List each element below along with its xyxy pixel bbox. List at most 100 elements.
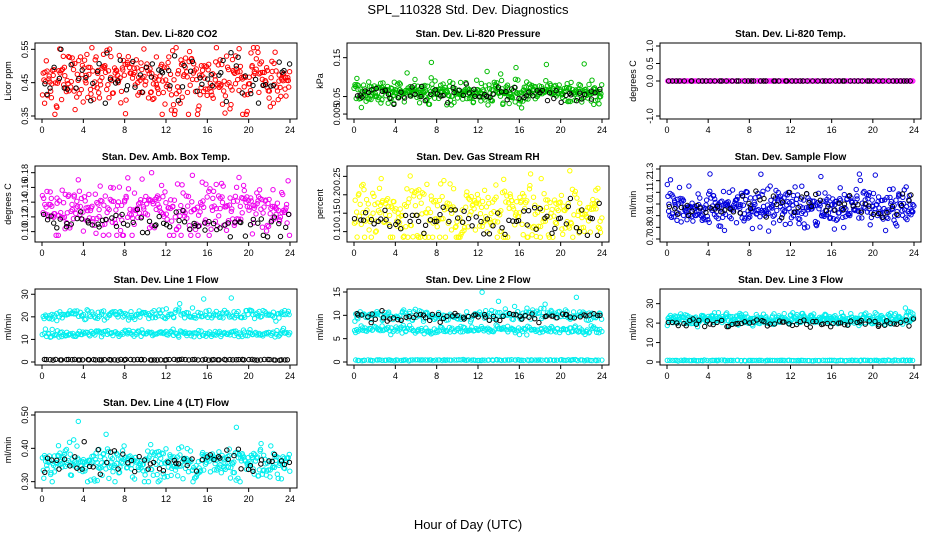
data-point [766, 210, 772, 217]
x-tick-label: 24 [285, 371, 295, 381]
data-point [61, 456, 68, 462]
data-point [893, 357, 899, 363]
data-point [283, 93, 289, 99]
data-point [876, 322, 882, 328]
data-point [220, 183, 226, 189]
data-point [356, 191, 362, 197]
data-point [49, 479, 55, 485]
data-point [499, 225, 505, 231]
data-point [254, 357, 260, 363]
data-point [168, 107, 175, 113]
data-point [270, 82, 276, 89]
data-point [589, 77, 595, 83]
data-point [234, 69, 241, 75]
y-tick-label: 0.35 [20, 107, 30, 125]
data-point [187, 226, 193, 232]
data-point [73, 210, 79, 217]
data-point [793, 196, 800, 203]
data-point [666, 78, 672, 84]
data-point [379, 97, 385, 103]
data-point [371, 193, 377, 200]
data-point [224, 64, 231, 70]
data-point [885, 215, 891, 222]
data-point [55, 443, 62, 449]
data-point [518, 105, 525, 111]
data-point [80, 311, 87, 318]
data-point [232, 81, 239, 87]
data-point [273, 318, 279, 324]
data-point [416, 194, 423, 200]
data-point [118, 88, 125, 95]
data-point [216, 449, 222, 455]
x-tick-label: 24 [597, 371, 607, 381]
data-point [504, 97, 510, 103]
data-point [854, 193, 860, 199]
data-point [277, 214, 284, 220]
data-point [93, 328, 100, 334]
data-point [526, 186, 533, 192]
data-point [124, 222, 131, 228]
data-point [188, 232, 194, 239]
data-point [727, 206, 733, 212]
data-point [430, 357, 436, 364]
x-tick-label: 24 [285, 494, 295, 504]
data-point [248, 195, 254, 201]
data-point [729, 187, 736, 193]
data-point [669, 211, 675, 217]
data-point [870, 78, 876, 84]
data-point [58, 357, 65, 363]
data-point [457, 329, 464, 335]
data-point [565, 200, 571, 207]
data-point [51, 64, 57, 71]
data-point [861, 188, 867, 195]
data-point [576, 229, 583, 235]
data-point [428, 357, 434, 363]
y-tick-label: 0.45 [20, 74, 30, 92]
data-point [47, 357, 53, 363]
data-point [275, 475, 281, 482]
data-point [192, 226, 199, 233]
data-point [743, 196, 749, 203]
data-point [89, 45, 95, 51]
data-point [250, 216, 257, 223]
data-point [529, 357, 535, 363]
data-point [91, 222, 98, 228]
data-point [848, 318, 854, 324]
data-point [379, 308, 385, 314]
data-point [440, 204, 446, 210]
data-point [163, 357, 169, 363]
data-point [68, 78, 75, 85]
data-point [779, 199, 786, 205]
data-point [240, 111, 246, 118]
data-point [358, 217, 364, 223]
data-point [282, 357, 288, 363]
data-point [276, 59, 282, 65]
data-point [832, 207, 838, 213]
data-point [108, 53, 114, 60]
data-point [266, 88, 273, 94]
data-point [478, 204, 485, 211]
data-point [523, 93, 529, 99]
data-point [453, 234, 459, 240]
data-point [579, 99, 585, 105]
data-point [866, 203, 872, 209]
data-point [199, 81, 205, 88]
x-tick-label: 24 [909, 248, 919, 258]
data-point [283, 224, 289, 231]
data-point [135, 201, 142, 207]
data-point [268, 83, 274, 89]
data-point [769, 205, 775, 211]
data-point [712, 78, 718, 84]
data-point [447, 181, 453, 187]
data-point [895, 357, 902, 364]
data-point [796, 220, 802, 227]
data-point [75, 418, 82, 425]
data-point [79, 71, 85, 78]
data-point [267, 474, 273, 480]
data-point [862, 321, 868, 327]
y-tick-label: 0.5 [645, 57, 655, 70]
data-point [412, 203, 419, 209]
data-point [818, 173, 824, 180]
data-point [243, 111, 250, 118]
data-point [362, 210, 369, 216]
